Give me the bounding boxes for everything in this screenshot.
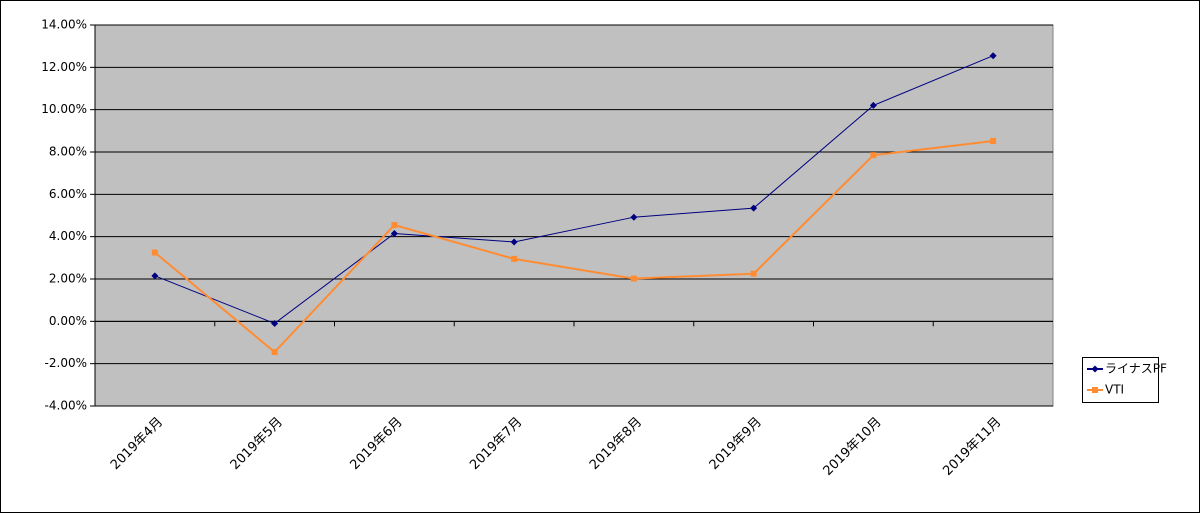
- series-line: [154, 55, 994, 325]
- y-tick-label: 14.00%: [41, 18, 87, 32]
- data-point: [750, 204, 758, 212]
- y-tick-label: 0.00%: [49, 314, 87, 328]
- series-line: [154, 139, 994, 354]
- data-point: [990, 137, 997, 144]
- data-point: [750, 270, 757, 277]
- y-tick-label: -4.00%: [45, 399, 87, 413]
- data-point: [989, 52, 997, 60]
- data-point: [511, 255, 518, 262]
- data-point: [630, 275, 637, 282]
- data-point: [510, 238, 518, 246]
- data-point: [390, 229, 398, 237]
- y-tick-label: 10.00%: [41, 102, 87, 116]
- legend-marker: [1092, 387, 1098, 393]
- data-point: [870, 152, 877, 159]
- data-point: [151, 249, 158, 256]
- data-point: [271, 349, 278, 356]
- y-tick-label: 2.00%: [49, 272, 87, 286]
- data-point: [869, 101, 877, 109]
- legend-label: VTI: [1105, 383, 1124, 397]
- legend: ライナスPF VTI: [1082, 357, 1167, 403]
- data-point: [391, 222, 398, 229]
- legend-box: [1082, 357, 1159, 403]
- legend-label: ライナスPF: [1105, 362, 1167, 376]
- y-tick-label: -2.00%: [45, 356, 87, 370]
- data-point: [151, 272, 159, 280]
- y-tick-label: 4.00%: [49, 229, 87, 243]
- data-point: [630, 213, 638, 221]
- y-tick-label: 6.00%: [49, 187, 87, 201]
- y-tick-label: 12.00%: [41, 60, 87, 74]
- data-point: [271, 319, 279, 327]
- plot-area: [94, 24, 1054, 407]
- legend-marker: [1091, 365, 1099, 373]
- y-tick-label: 8.00%: [49, 145, 87, 159]
